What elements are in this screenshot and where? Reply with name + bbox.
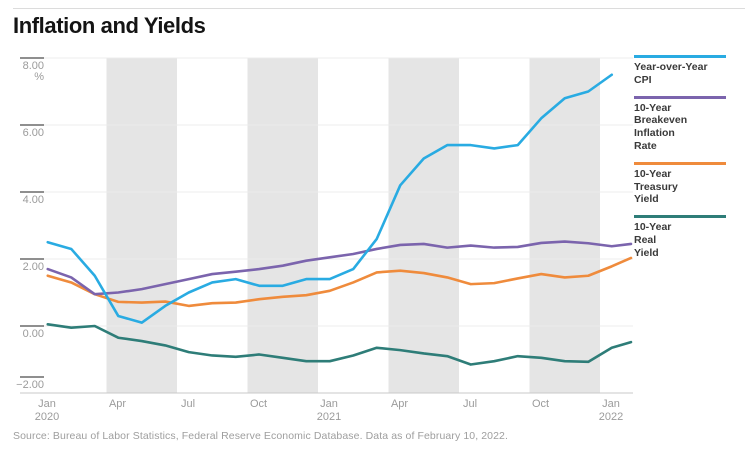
series-line-10-year-real-yield (46, 323, 633, 366)
x-tick-label: Jan (602, 398, 620, 410)
quarter-shading-band (247, 58, 318, 393)
chart-title: Inflation and Yields (13, 13, 206, 38)
y-axis-unit-label: % (34, 71, 44, 83)
legend-label-line: Real (634, 233, 657, 246)
x-tick-year-label: 2021 (317, 411, 341, 423)
legend-label-line: Year-over-Year (634, 61, 708, 73)
legend-label-line: 10-Year (634, 101, 672, 114)
y-tick-label: 8.00 (23, 60, 44, 72)
legend-label-line: Rate (634, 139, 657, 152)
legend-label-line: 10-Year (634, 221, 672, 234)
legend-label-line: CPI (634, 73, 652, 86)
x-tick-label: Jan (38, 398, 56, 410)
series-line-10-year-treasury-yield (46, 256, 633, 308)
x-tick-year-label: 2022 (599, 411, 623, 423)
x-tick-label: Apr (109, 398, 126, 410)
x-tick-label: Jan (320, 398, 338, 410)
quarter-shading-band (529, 58, 600, 393)
legend-label-line: 10-Year (634, 167, 672, 180)
y-tick-label: 4.00 (23, 194, 44, 206)
y-tick-label: 2.00 (23, 261, 44, 273)
legend-item-year-over-year-cpi: Year-over-Year CPI (634, 55, 726, 87)
source-note: Source: Bureau of Labor Statistics, Fede… (13, 430, 509, 442)
y-tick-label: −2.00 (16, 379, 44, 391)
x-tick-label: Jul (181, 398, 195, 410)
series-line-10-year-breakeven-inflation-rate (46, 240, 633, 296)
y-tick-label: 6.00 (23, 127, 44, 139)
x-tick-label: Oct (532, 398, 549, 410)
y-tick-label: 0.00 (23, 328, 44, 340)
legend-label-line: Breakeven (634, 114, 688, 127)
x-tick-label: Apr (391, 398, 408, 410)
quarter-shading-band (106, 58, 177, 393)
top-divider (13, 8, 745, 9)
legend-label-line: Treasury (634, 180, 678, 193)
legend-label-line: Inflation (634, 127, 675, 140)
legend: Year-over-Year CPI 10-Year Breakeven Inflati… (634, 55, 746, 269)
legend-item-10-year-real-yield: 10-Year Real Yield (634, 215, 726, 259)
quarter-shading-band (388, 58, 459, 393)
series-line-year-over-year-cpi (46, 73, 614, 324)
legend-label-line: Yield (634, 246, 659, 259)
legend-label-line: Yield (634, 193, 659, 206)
x-tick-label: Jul (463, 398, 477, 410)
x-tick-year-label: 2020 (35, 411, 59, 423)
legend-item-10-year-treasury-yield: 10-Year Treasury Yield (634, 161, 726, 206)
legend-item-10-year-breakeven-inflation-rate: 10-Year Breakeven Inflation Rate (634, 95, 726, 153)
x-tick-label: Oct (250, 398, 267, 410)
